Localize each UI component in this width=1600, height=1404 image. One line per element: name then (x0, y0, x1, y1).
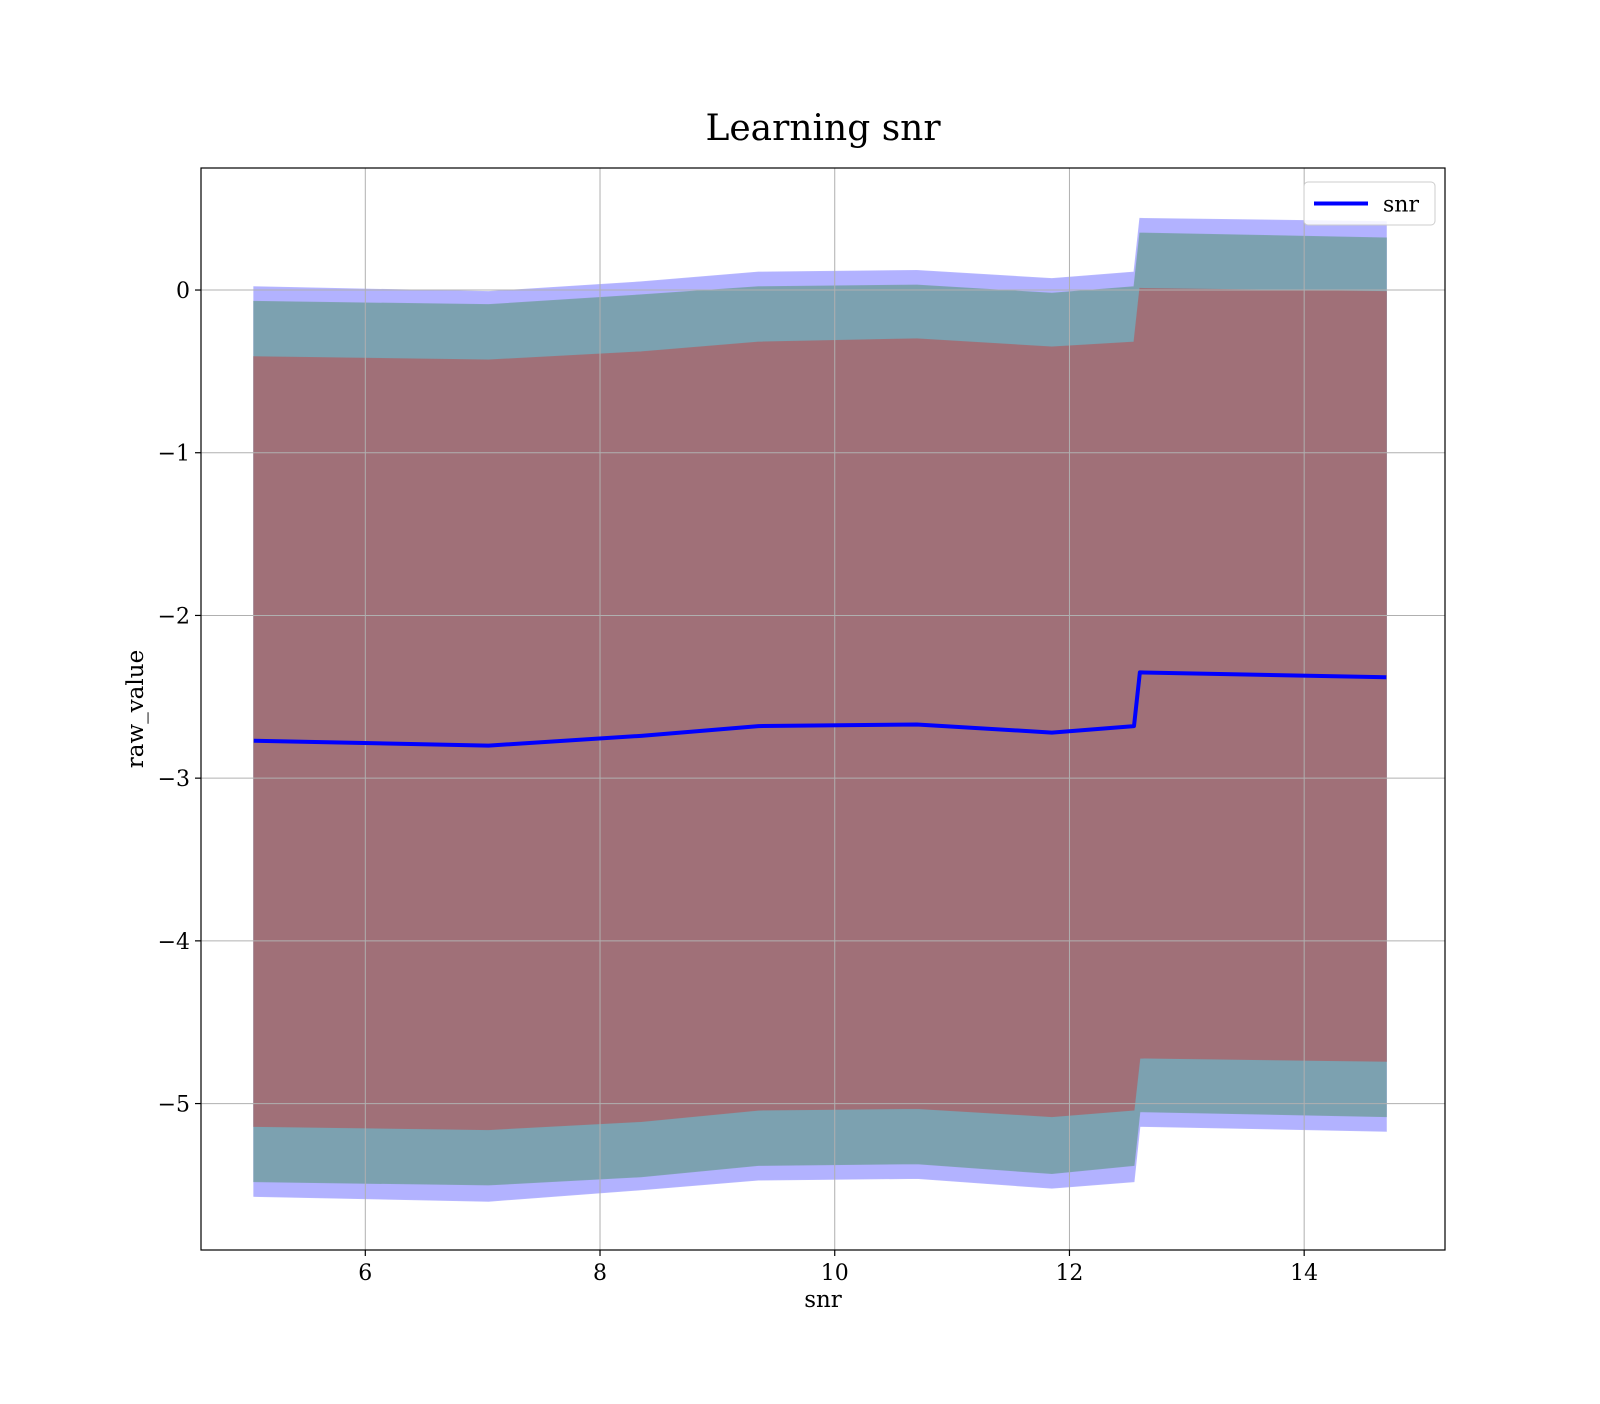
series-line-snr (253, 670, 1387, 748)
x-axis-label: snr (804, 1287, 842, 1313)
y-tick-label: −2 (158, 604, 190, 629)
x-tick-label: 6 (358, 1261, 372, 1286)
legend-box (1303, 181, 1436, 226)
grid-layer (201, 168, 1445, 1250)
x-tick-label: 8 (593, 1261, 607, 1286)
y-tick-label: 0 (176, 279, 190, 304)
plot-frame (200, 167, 1446, 1251)
y-tick-label: −3 (158, 767, 190, 792)
x-tick-label: 14 (1290, 1261, 1318, 1286)
legend-label-snr: snr (1383, 193, 1419, 218)
line-layer (253, 670, 1387, 748)
y-tick-label: −4 (158, 930, 190, 955)
y-tick-label: −1 (158, 442, 190, 467)
tick-layer: 6 8 10 12 14 0 −1 −2 −3 −4 −5 (158, 279, 1319, 1286)
x-tick-label: 12 (1055, 1261, 1083, 1286)
chart-title: Learning snr (705, 108, 941, 149)
x-tick-label: 10 (821, 1261, 849, 1286)
band-layer (253, 217, 1387, 1202)
legend: snr (1303, 181, 1436, 226)
band-inner (253, 287, 1387, 1131)
y-axis-label: raw_value (123, 650, 149, 768)
y-tick-label: −5 (158, 1093, 190, 1118)
